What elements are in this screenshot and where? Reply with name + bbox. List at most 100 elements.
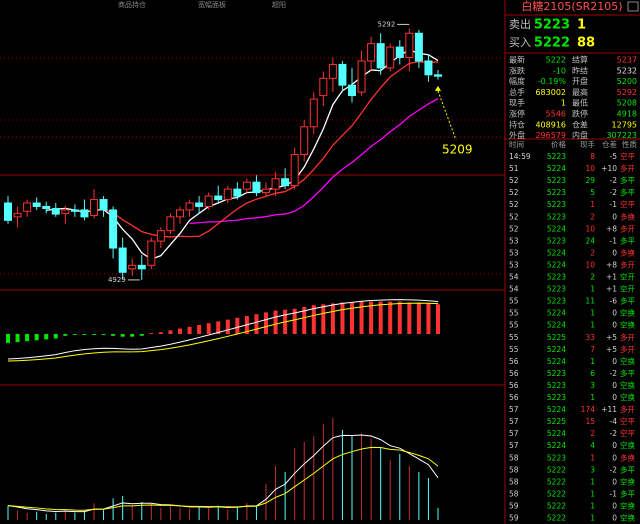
stat-value: 5222 [546,56,566,65]
macd-bar [72,334,77,335]
candle-body [328,63,337,79]
tick-cell: 5222 [547,501,566,510]
tick-cell: -2 [610,176,618,185]
tab[interactable]: 商品持仓 [118,0,146,9]
candle-body [338,63,347,86]
tick-cell: 58 [509,489,519,498]
tab[interactable]: 宽幅面板 [198,0,226,9]
candle-body [128,264,137,270]
stat-label: 最低 [572,98,588,108]
stat-label: 最高 [572,87,588,97]
macd-bar [197,325,202,334]
tick-cell: 0 [612,309,617,318]
macd-bar [225,319,230,334]
candle-body [23,202,32,212]
candle-body [376,43,385,69]
tick-cell: 52 [509,200,519,209]
tick-cell: 55 [509,345,519,354]
stat-label: 开盘 [572,76,588,86]
marker-line [437,90,457,141]
stat-value: 12795 [612,120,637,129]
macd-bar [330,303,335,334]
macd-bar [436,304,440,334]
moving-average-line [189,98,439,225]
volume-line [7,446,439,511]
stat-value: 5200 [617,77,637,86]
macd-bar [82,334,87,335]
macd-bar [178,328,182,334]
candle-body [13,212,22,218]
tick-cell: 58 [509,477,519,486]
tick-cell: 多换 [620,247,635,257]
candle-body [367,43,376,62]
close-button[interactable] [627,1,639,12]
stat-value: 5232 [617,66,637,75]
candle-body [242,181,251,190]
macd-bar [15,334,20,343]
tick-cell: 5225 [547,333,566,342]
tick-cell: 8 [590,152,595,161]
tick-cell: 57 [509,417,519,426]
macd-bar [407,302,412,334]
stat-value: 5208 [617,99,637,108]
macd-bar [168,330,173,334]
tick-cell: 5224 [547,248,566,257]
tab[interactable]: 超阳 [272,0,286,9]
tick-header: 性质 [622,139,637,149]
tick-cell: 多平 [620,464,635,474]
tick-cell: 多换 [620,211,635,221]
candle-body [80,209,89,218]
tick-cell: 3 [590,465,595,474]
tick-cell: -2 [610,465,618,474]
tick-cell: +1 [606,285,617,294]
macd-bar [130,334,135,337]
macd-bar [378,301,383,334]
tick-cell: 14:59 [509,152,531,161]
tick-cell: 51 [509,164,519,173]
tick-cell: 5223 [547,453,566,462]
tick-cell: 0 [612,441,617,450]
tick-cell: 1 [590,489,595,498]
candle-body [319,77,328,97]
tick-cell: 空换 [620,440,635,450]
candle-body [99,199,108,211]
tick-cell: 0 [612,501,617,510]
tick-cell: 3 [590,381,595,390]
tick-cell: 0 [612,514,617,523]
tick-cell: -4 [610,417,618,426]
stat-label: 涨停 [509,109,525,119]
tick-cell: 5223 [547,369,566,378]
tick-cell: 5224 [547,260,566,269]
macd-bar [397,301,402,334]
tick-cell: 24 [585,236,595,245]
stat-label: 总手 [509,87,525,97]
tick-cell: 2 [590,248,595,257]
tick-cell: 5223 [547,285,566,294]
candle-body [262,188,270,194]
tick-cell: 55 [509,309,519,318]
tick-cell: -5 [610,152,618,161]
tick-cell: 多开 [620,259,635,269]
tick-cell: 6 [590,369,595,378]
candle-body [281,178,290,187]
tick-cell: 59 [509,501,519,510]
tick-cell: 10 [585,164,595,173]
tick-cell: 5223 [547,212,566,221]
candle-body [118,247,127,273]
tick-cell: -1 [610,489,618,498]
tick-cell: 52 [509,224,519,233]
tick-cell: 0 [612,453,617,462]
tick-cell: 5222 [547,465,566,474]
tick-cell: 56 [509,381,519,390]
tick-cell: 多平 [620,235,635,245]
tick-cell: 5225 [547,417,566,426]
tick-cell: 5224 [547,321,566,330]
macd-bar [350,302,354,334]
tick-cell: 空换 [620,380,635,390]
tick-cell: +5 [606,333,617,342]
tick-cell: 多平 [620,296,635,306]
candle-body [51,208,60,215]
tick-cell: 空平 [620,428,635,438]
tick-cell: 53 [509,260,519,269]
